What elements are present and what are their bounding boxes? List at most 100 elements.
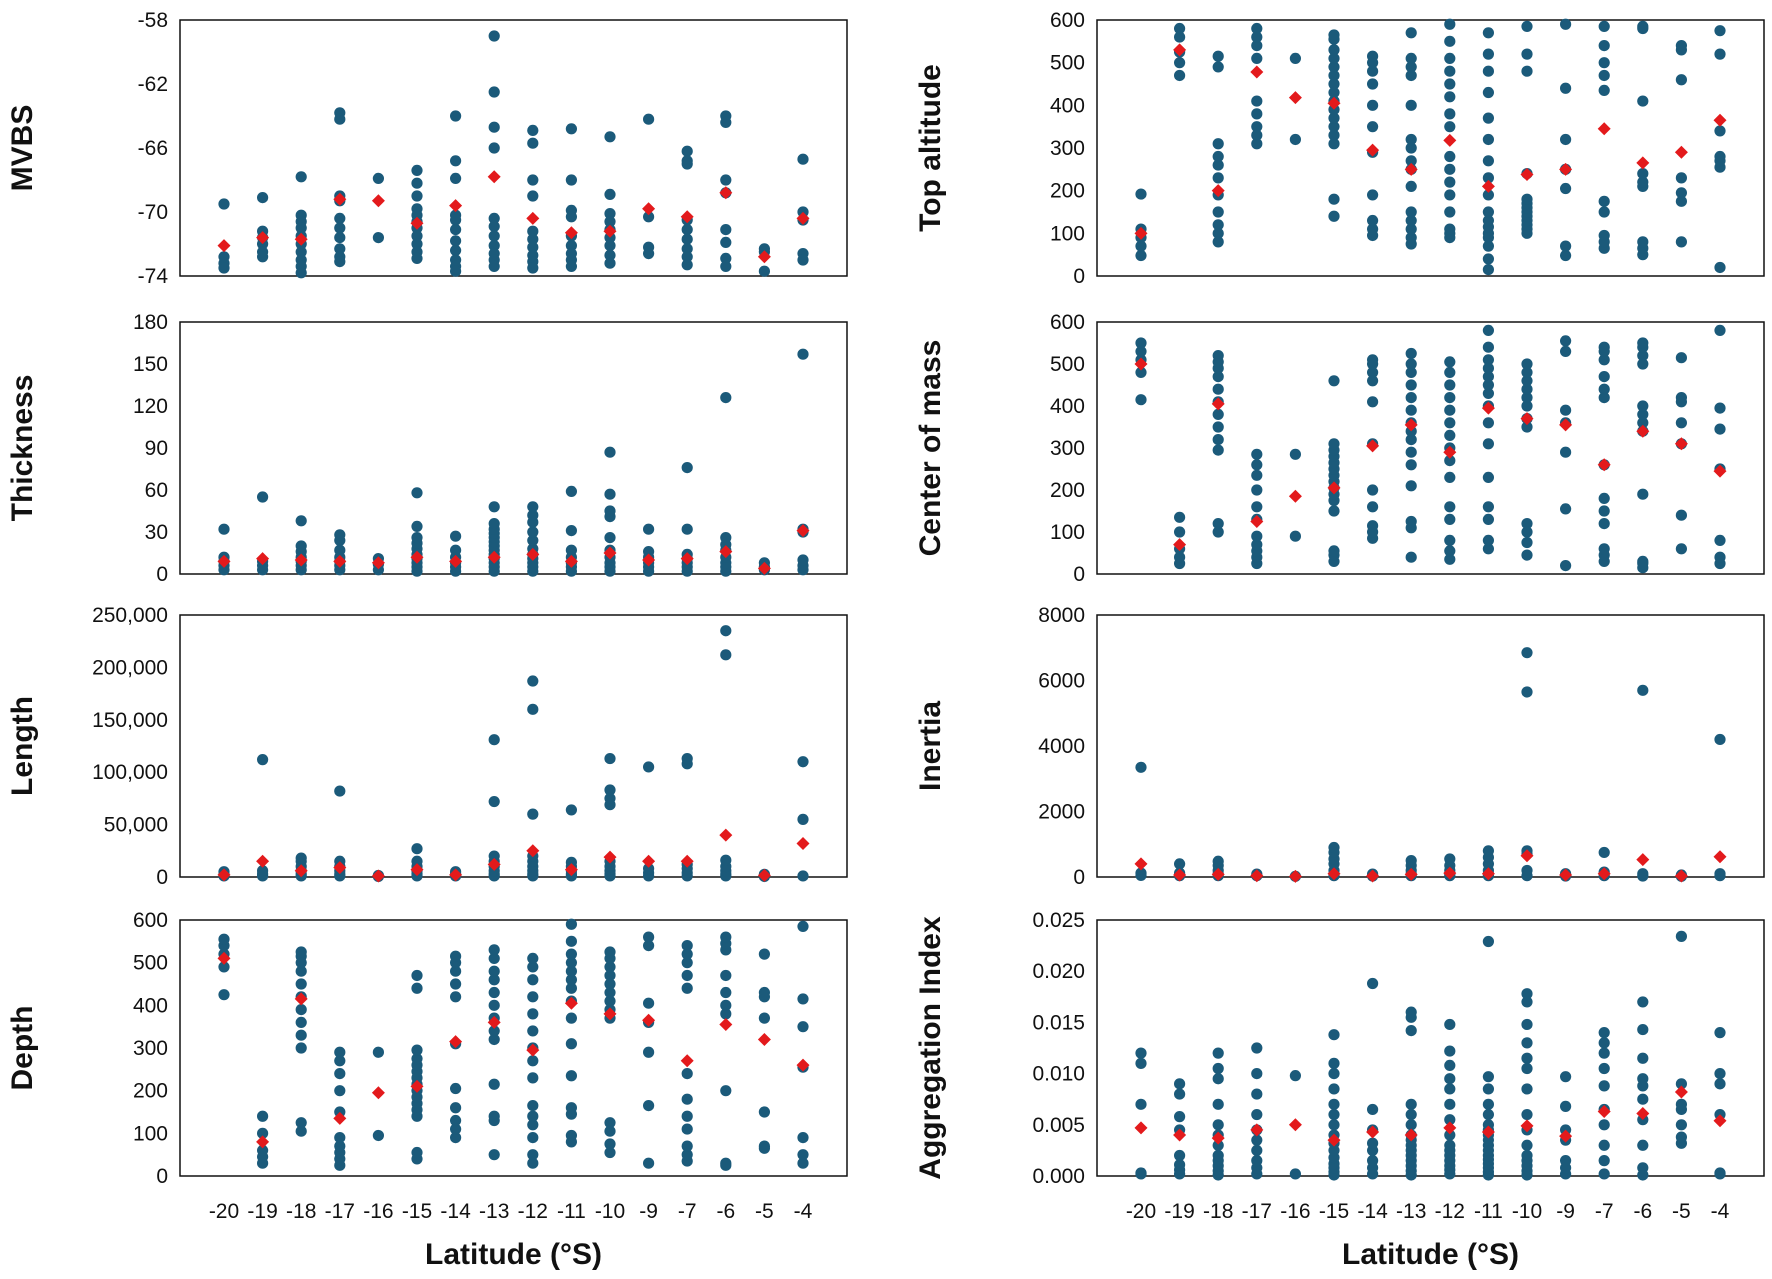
y-tick-label: 100 (133, 1122, 168, 1145)
data-point (1598, 383, 1610, 395)
data-point (1405, 214, 1417, 227)
data-point (604, 188, 616, 200)
data-point (604, 978, 616, 990)
data-point (1482, 155, 1494, 167)
data-point (295, 1042, 307, 1054)
mean-marker (410, 216, 424, 230)
mean-marker (333, 861, 347, 875)
data-point (1714, 868, 1726, 880)
data-point (1637, 358, 1649, 370)
data-point (488, 999, 500, 1011)
data-point (218, 262, 230, 274)
data-point (1405, 392, 1417, 404)
data-point (1212, 1149, 1224, 1162)
data-point (1251, 484, 1263, 496)
data-point (1637, 868, 1649, 880)
data-point (1135, 366, 1147, 378)
data-point (1212, 1073, 1224, 1085)
data-point (1405, 459, 1417, 471)
y-tick-label: 100 (1050, 521, 1085, 544)
data-point (334, 1132, 346, 1144)
data-point (527, 1055, 539, 1067)
data-point (643, 113, 655, 125)
data-point (411, 982, 423, 994)
mean-marker (449, 554, 463, 568)
data-point (1328, 52, 1340, 64)
data-point (604, 1125, 616, 1137)
y-tick-label: 400 (133, 994, 168, 1017)
y-tick-label: 6000 (1038, 670, 1085, 693)
data-point (1714, 261, 1726, 274)
mean-marker (1404, 1128, 1418, 1142)
data-point (411, 843, 423, 855)
data-point (218, 523, 230, 535)
data-point (565, 918, 578, 930)
y-tick-label: 8000 (1038, 604, 1085, 627)
data-point (1714, 48, 1726, 60)
data-point (527, 1110, 539, 1122)
data-point (1482, 471, 1494, 483)
data-point (1521, 48, 1533, 60)
mean-marker (256, 231, 270, 245)
data-point (565, 123, 578, 135)
data-point (1212, 236, 1224, 248)
mean-marker (642, 1013, 656, 1027)
data-point (681, 233, 693, 245)
data-point (1714, 534, 1726, 547)
data-point (1251, 52, 1263, 64)
data-point (1521, 392, 1533, 404)
data-point (1251, 121, 1263, 133)
data-point (1444, 1045, 1456, 1057)
mean-marker (1173, 43, 1187, 57)
data-point (1174, 69, 1186, 82)
data-point (257, 754, 269, 766)
data-point (797, 554, 809, 566)
data-point (1212, 371, 1224, 383)
data-point (643, 211, 655, 223)
y-tick-label: 0 (1073, 866, 1085, 889)
data-point (1135, 1047, 1147, 1059)
y-tick-label: 60 (145, 479, 168, 502)
data-point (1444, 1073, 1456, 1085)
data-point (257, 251, 269, 263)
data-point (1444, 65, 1456, 77)
data-point (1405, 155, 1417, 167)
data-point (527, 1157, 539, 1169)
data-point (1444, 1098, 1456, 1110)
mean-marker (449, 199, 463, 213)
data-point (1714, 125, 1726, 137)
data-point (1444, 1114, 1456, 1126)
mean-marker (410, 863, 424, 877)
data-point (295, 1004, 307, 1016)
data-point (1675, 417, 1687, 429)
data-point (1598, 206, 1610, 218)
data-point (1367, 366, 1379, 378)
mean-marker (256, 854, 270, 868)
data-point (565, 965, 578, 977)
mean-marker (1443, 445, 1457, 459)
data-point (1675, 1131, 1687, 1143)
data-point (681, 969, 693, 982)
data-point (720, 986, 732, 999)
data-point (1482, 513, 1494, 526)
data-point (1444, 471, 1456, 483)
data-point (334, 212, 346, 224)
data-point (527, 1100, 539, 1112)
data-point (218, 961, 230, 973)
x-tick-label: -5 (755, 1200, 774, 1223)
mean-marker (1250, 65, 1264, 79)
data-point (1367, 1155, 1379, 1167)
data-point (1251, 1155, 1263, 1167)
data-point (1637, 408, 1649, 420)
mean-marker (1327, 96, 1341, 110)
y-tick-label: 0 (156, 1165, 168, 1188)
y-tick-label: 200 (1050, 180, 1085, 203)
data-point (257, 192, 269, 204)
data-point (643, 1046, 655, 1058)
mean-marker (1597, 122, 1611, 136)
data-point (604, 1138, 616, 1150)
data-point (1251, 1042, 1263, 1054)
data-point (1637, 488, 1649, 500)
mean-marker (1559, 418, 1573, 432)
data-point (1405, 379, 1417, 391)
